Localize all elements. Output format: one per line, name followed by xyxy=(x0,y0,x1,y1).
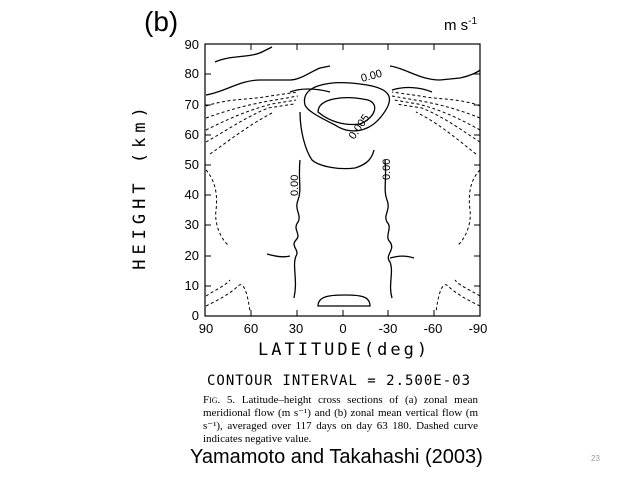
ytick-label: 90 xyxy=(185,37,199,52)
ytick-label: 50 xyxy=(185,157,199,172)
ytick-label: 60 xyxy=(185,127,199,142)
ytick-label: 0 xyxy=(192,308,199,323)
ytick-label: 80 xyxy=(185,66,199,81)
solid-contours xyxy=(205,46,481,307)
ytick-label: 20 xyxy=(185,248,199,263)
xtick-label: -30 xyxy=(379,321,398,336)
x-ticks xyxy=(250,44,435,316)
ytick-label: 10 xyxy=(185,278,199,293)
figure-caption: Fig. 5. Latitude–height cross sections o… xyxy=(203,394,478,446)
xtick-label: 0 xyxy=(339,321,346,336)
ytick-label: 30 xyxy=(185,217,199,232)
y-ticks xyxy=(205,73,480,317)
contour-interval: CONTOUR INTERVAL = 2.500E-03 xyxy=(207,373,472,389)
ytick-label: 70 xyxy=(185,97,199,112)
plot-frame xyxy=(204,43,481,317)
xtick-label: -90 xyxy=(469,321,488,336)
panel-label: (b) xyxy=(144,6,179,37)
citation: Yamamoto and Takahashi (2003) xyxy=(190,446,483,468)
ytick-label: 40 xyxy=(185,187,199,202)
contour-label: 0.00 xyxy=(381,159,393,180)
dashed-contours xyxy=(205,91,481,313)
xtick-label: 30 xyxy=(289,321,303,336)
xtick-label: 60 xyxy=(244,321,258,336)
x-axis-label: LATITUDE(deg) xyxy=(258,340,431,360)
contour-label: 0.00 xyxy=(360,68,384,85)
contour-label: 0.00 xyxy=(289,175,301,196)
caption-text: Latitude–height cross sections of (a) zo… xyxy=(203,394,478,445)
xtick-label: 90 xyxy=(199,321,213,336)
xtick-label: -60 xyxy=(424,321,443,336)
units-base: m s xyxy=(444,17,469,34)
figure-number: Fig. 5. xyxy=(203,394,236,406)
slide-number: 23 xyxy=(591,454,600,463)
y-axis-label: HEIGHT (km) xyxy=(130,102,150,270)
units-label: m s-1 xyxy=(444,16,477,34)
units-exponent: -1 xyxy=(468,16,478,27)
